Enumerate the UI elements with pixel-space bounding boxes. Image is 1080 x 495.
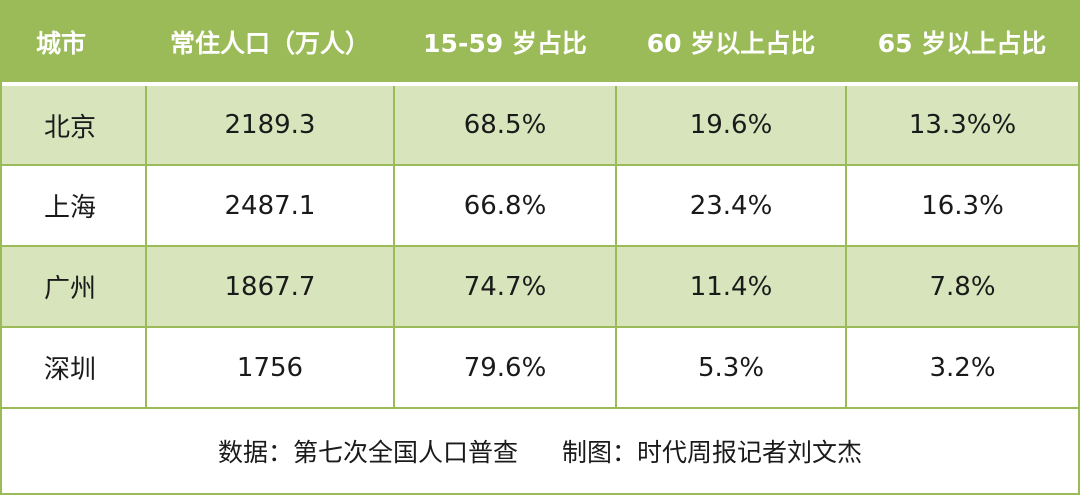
age-60-plus-cell: 5.3% (616, 327, 847, 409)
table-row: 深圳 1756 79.6% 5.3% 3.2% (2, 327, 1078, 409)
column-header-population: 常住人口（万人） (146, 2, 394, 86)
footer-cell: 数据：第七次全国人口普查 制图：时代周报记者刘文杰 (2, 408, 1078, 493)
age-65-plus-cell: 3.2% (846, 327, 1078, 409)
population-cell: 2487.1 (146, 165, 395, 247)
age-65-plus-cell: 16.3% (846, 165, 1078, 247)
age-15-59-cell: 79.6% (394, 327, 617, 409)
table-header-row: 城市 常住人口（万人） 15-59 岁占比 60 岁以上占比 65 岁以上占比 (2, 2, 1078, 86)
population-cell: 1867.7 (146, 246, 395, 328)
city-cell: 广州 (2, 246, 147, 328)
table-row: 北京 2189.3 68.5% 19.6% 13.3%% (2, 84, 1078, 166)
city-cell: 深圳 (2, 327, 147, 409)
city-cell: 上海 (2, 165, 147, 247)
age-65-plus-cell: 7.8% (846, 246, 1078, 328)
city-cell: 北京 (2, 84, 147, 166)
age-15-59-cell: 74.7% (394, 246, 617, 328)
age-15-59-cell: 68.5% (394, 84, 617, 166)
age-15-59-cell: 66.8% (394, 165, 617, 247)
age-60-plus-cell: 19.6% (616, 84, 847, 166)
population-cell: 2189.3 (146, 84, 395, 166)
population-cell: 1756 (146, 327, 395, 409)
column-header-age-65-plus: 65 岁以上占比 (846, 2, 1078, 86)
column-header-age-60-plus: 60 岁以上占比 (616, 2, 846, 86)
table-row: 广州 1867.7 74.7% 11.4% 7.8% (2, 246, 1078, 328)
column-header-age-15-59: 15-59 岁占比 (394, 2, 616, 86)
table-row: 上海 2487.1 66.8% 23.4% 16.3% (2, 165, 1078, 247)
age-60-plus-cell: 11.4% (616, 246, 847, 328)
age-60-plus-cell: 23.4% (616, 165, 847, 247)
age-65-plus-cell: 13.3%% (846, 84, 1078, 166)
table-footer-row: 数据：第七次全国人口普查 制图：时代周报记者刘文杰 (2, 408, 1078, 493)
data-source-note: 数据：第七次全国人口普查 (217, 438, 518, 467)
column-header-city: 城市 (2, 2, 146, 86)
chart-credit-note: 制图：时代周报记者刘文杰 (562, 438, 863, 467)
